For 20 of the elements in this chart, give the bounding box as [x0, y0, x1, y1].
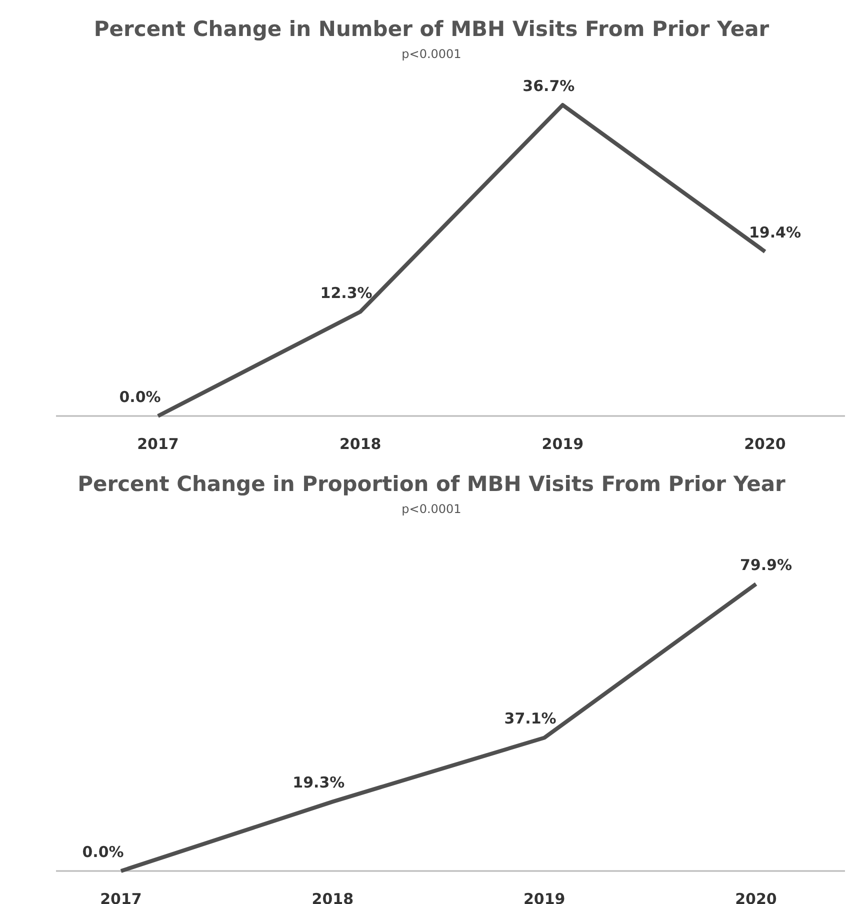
x-tick-label: 2017 [137, 435, 179, 453]
chart-subtitle: p<0.0001 [402, 502, 462, 516]
data-label: 19.4% [748, 224, 802, 242]
data-label: 36.7% [522, 77, 575, 95]
data-label: 0.0% [82, 843, 124, 861]
chart-title: Percent Change in Proportion of MBH Visits From Prior Year [78, 472, 786, 496]
data-label: 12.3% [320, 284, 372, 302]
data-label: 37.1% [504, 710, 556, 728]
data-label: 0.0% [119, 388, 161, 406]
data-label: 79.9% [740, 556, 792, 574]
x-tick-label: 2018 [339, 435, 382, 453]
chart-title: Percent Change in Number of MBH Visits From Prior Year [94, 17, 770, 41]
x-tick-label: 2019 [542, 435, 584, 453]
x-tick-label: 2020 [735, 890, 777, 904]
chart-subtitle: p<0.0001 [402, 47, 462, 61]
x-tick-label: 2020 [744, 435, 786, 453]
data-label: 19.3% [292, 774, 345, 792]
x-tick-label: 2017 [100, 890, 142, 904]
x-tick-label: 2019 [523, 890, 566, 904]
x-tick-label: 2018 [312, 890, 354, 904]
